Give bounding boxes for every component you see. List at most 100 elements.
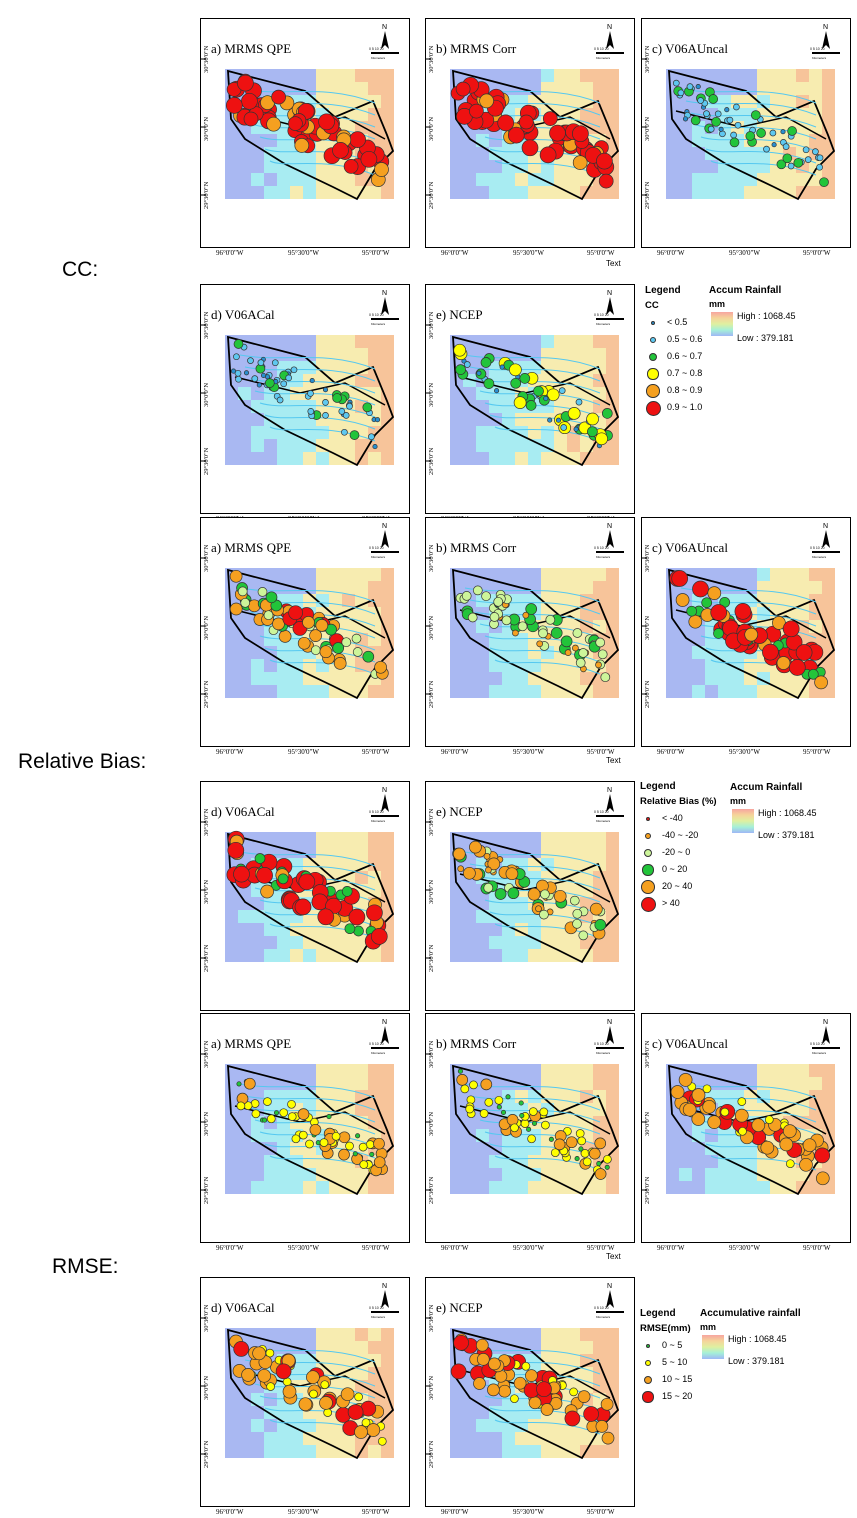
rainfall-cell (757, 581, 770, 594)
station-marker (575, 1129, 585, 1138)
station-marker (251, 375, 259, 382)
station-marker (521, 1361, 531, 1371)
rainfall-cell (450, 832, 463, 845)
rainfall-cell (554, 1419, 567, 1432)
station-marker (233, 353, 240, 361)
rainfall-cell (666, 147, 679, 160)
rainfall-cell (251, 439, 264, 452)
station-marker (594, 919, 607, 931)
rainfall-cell (316, 426, 329, 439)
rainfall-cell (450, 1168, 463, 1181)
rainfall-cell (718, 1181, 731, 1194)
station-marker (355, 1133, 361, 1139)
rainfall-cell (528, 568, 541, 581)
rainfall-cell (593, 1116, 606, 1129)
station-marker (288, 605, 303, 621)
rainfall-cell (731, 685, 744, 698)
rainfall-cell (225, 186, 238, 199)
north-arrow-icon (381, 1290, 389, 1308)
rainfall-cell (450, 1142, 463, 1155)
rainfall-cell (329, 1155, 342, 1168)
rainfall-cell (225, 1129, 238, 1142)
rainfall-cell (303, 936, 316, 949)
rainfall-cell (515, 1142, 528, 1155)
lon-label: 95°30'0"W (513, 1244, 545, 1252)
rainfall-cell (476, 936, 489, 949)
station-marker (373, 1137, 385, 1150)
rainfall-cell (541, 949, 554, 962)
rainfall-cell (277, 186, 290, 199)
rainfall-cell (528, 646, 541, 659)
rainfall-cell (567, 1354, 580, 1367)
rainfall-cell (541, 69, 554, 82)
rainfall-cell (809, 1090, 822, 1103)
rainfall-cell (692, 646, 705, 659)
lat-label: 30°0'0"N (644, 116, 651, 141)
rainfall-cell (290, 69, 303, 82)
lat-label: 30°0'0"N (428, 1111, 435, 1136)
rainfall-high: High : 1068.45 (737, 311, 796, 321)
rainfall-cell (264, 1155, 277, 1168)
rainfall-cell (489, 439, 502, 452)
rainfall-cell (264, 568, 277, 581)
north-arrow-icon (822, 530, 830, 548)
rainfall-cell (502, 160, 515, 173)
rainfall-cell (303, 581, 316, 594)
station-marker (481, 591, 491, 602)
rainfall-cell (251, 672, 264, 685)
station-marker (341, 428, 348, 436)
rainfall-cell (342, 1077, 355, 1090)
legend-symbol (643, 848, 653, 858)
rainfall-cell (329, 936, 342, 949)
rainfall-cell (368, 685, 381, 698)
rainfall-cell (554, 1328, 567, 1341)
station-marker (814, 1147, 831, 1164)
station-marker (338, 1148, 350, 1161)
rainfall-cell (225, 923, 238, 936)
station-marker (594, 1137, 607, 1150)
rainfall-cell (355, 1168, 368, 1181)
station-marker (531, 1120, 538, 1126)
legend-symbol (651, 321, 655, 325)
rainfall-cell (731, 147, 744, 160)
rainfall-cell (329, 832, 342, 845)
rainfall-cell (264, 1103, 277, 1116)
station-marker (596, 152, 613, 170)
rainfall-cell (489, 1419, 502, 1432)
rainfall-cell (606, 568, 619, 581)
rainfall-cell (489, 1181, 502, 1194)
scale-bar (371, 52, 399, 54)
station-marker (578, 1146, 584, 1152)
rainfall-cell (692, 1129, 705, 1142)
rainfall-cell (744, 160, 757, 173)
rainfall-cell (489, 1064, 502, 1077)
rainfall-cell (731, 672, 744, 685)
rainfall-cell (368, 884, 381, 897)
rainfall-cell (679, 1116, 692, 1129)
station-marker (564, 1410, 581, 1427)
station-marker (690, 115, 701, 126)
rainfall-cell (770, 82, 783, 95)
station-marker (266, 116, 281, 132)
panel-title: c) V06AUncal (652, 1036, 728, 1051)
rainfall-cell (606, 1341, 619, 1354)
legend-item-label: 0.7 ~ 0.8 (667, 368, 703, 378)
rainfall-cell (718, 173, 731, 186)
rainfall-cell (277, 1181, 290, 1194)
rainfall-cell (342, 672, 355, 685)
rainfall-cell (463, 1432, 476, 1445)
rainfall-cell (502, 633, 515, 646)
rainfall-cell (489, 685, 502, 698)
rainfall-cell (303, 659, 316, 672)
rainfall-cell (290, 1181, 303, 1194)
rainfall-cell (238, 1432, 251, 1445)
station-marker (457, 1068, 463, 1074)
rainfall-cell (303, 439, 316, 452)
north-letter: N (823, 1019, 828, 1026)
station-marker (309, 629, 322, 642)
rainfall-cell (316, 1064, 329, 1077)
rainfall-cell (567, 672, 580, 685)
